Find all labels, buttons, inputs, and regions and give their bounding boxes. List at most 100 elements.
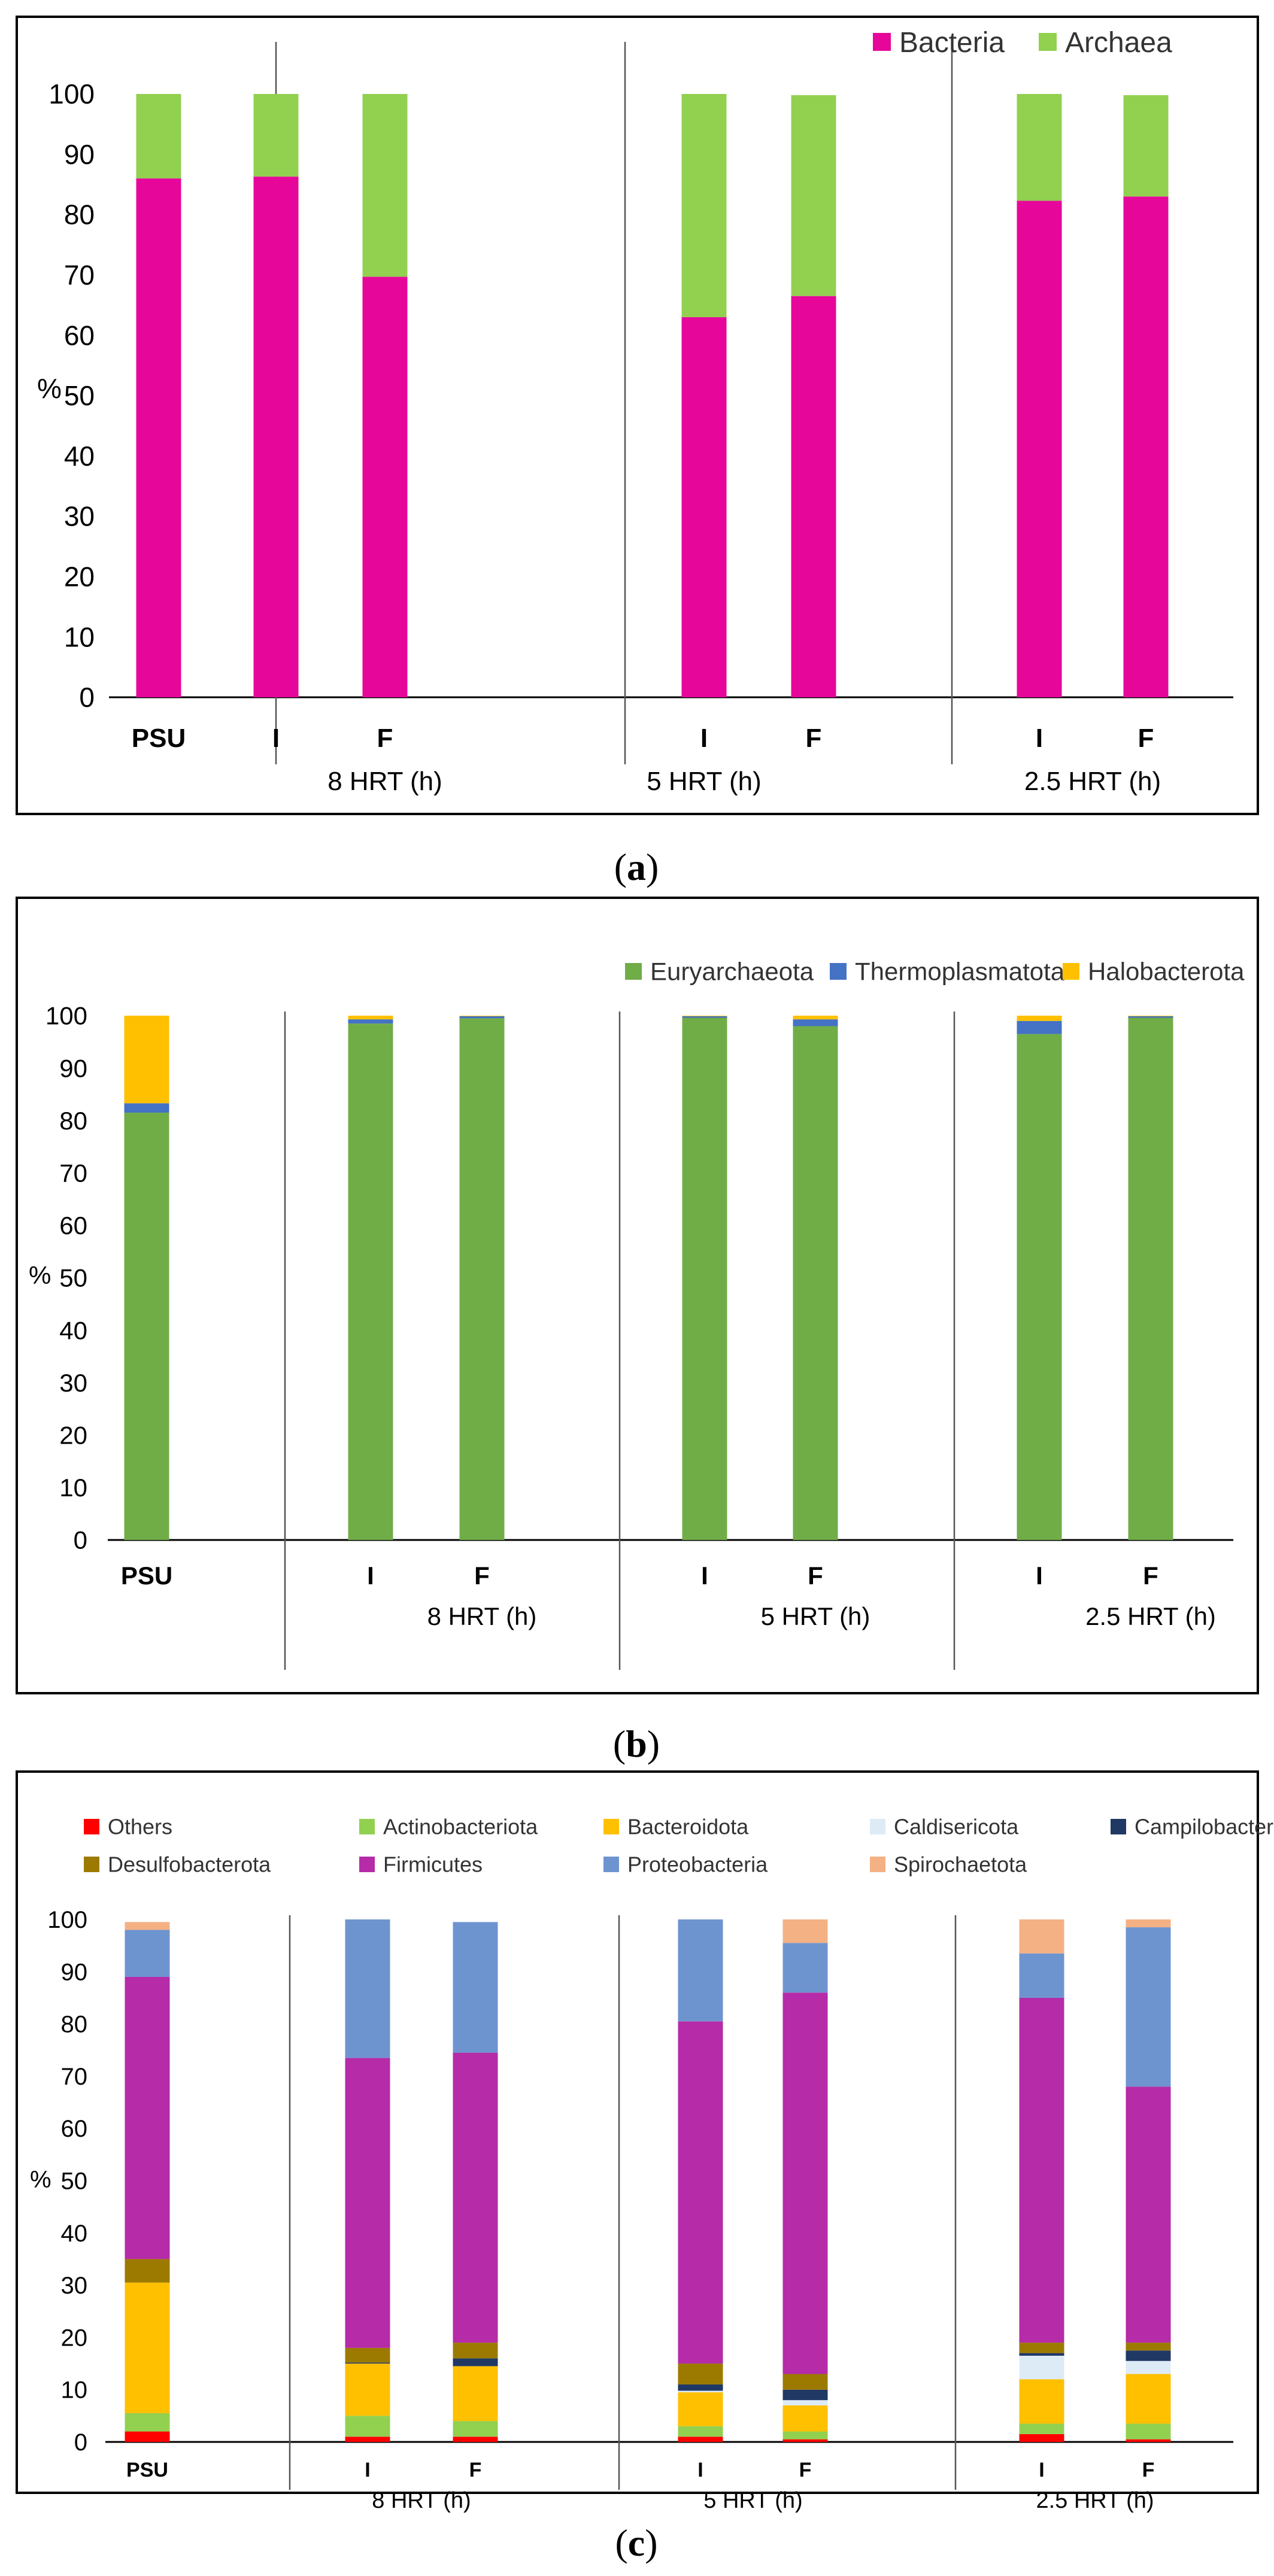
chart-c-legend-label-4: Campilobacterota <box>1135 1815 1274 1839</box>
chart-a-category-label-4: F <box>806 724 822 753</box>
chart-b-ytick-label-3: 30 <box>59 1369 87 1397</box>
chart-c-bar-1-firmicutes <box>345 2058 390 2348</box>
chart-c-bar-6-spirochaetota <box>1126 1919 1171 1928</box>
chart-b-group-label-3: 2.5 HRT (h) <box>1085 1602 1216 1630</box>
chart-a-ytick-label-1: 10 <box>64 621 95 652</box>
chart-c-bar-3-others <box>678 2437 723 2442</box>
chart-c-legend-label-3: Caldisericota <box>894 1815 1019 1839</box>
chart-c-category-label-6: F <box>1142 2459 1155 2481</box>
chart-b: 0 10 20 30 40 50 60 70 80 90 100% PSU I F I F I F 8 HRT (h… <box>29 958 1245 1670</box>
chart-c-ytick-label-10: 100 <box>47 1907 87 1933</box>
chart-c-bar-3-firmicutes <box>678 2021 723 2364</box>
chart-c-ytick-label-5: 50 <box>61 2168 88 2195</box>
chart-c-bar-3-campilobacterota <box>678 2384 723 2391</box>
chart-b-bar-1-thermoplasmatota <box>348 1019 393 1024</box>
chart-c-bar-0-proteobacteria <box>125 1930 170 1977</box>
chart-c-legend-swatch-0 <box>84 1819 99 1834</box>
chart-c-group-label-3: 2.5 HRT (h) <box>1036 2488 1154 2513</box>
chart-c-bar-2-desulfobacterota <box>453 2343 498 2359</box>
chart-b-bar-5-halobacterota <box>1017 1016 1062 1021</box>
chart-b-bar-3-euryarchaeota <box>682 1017 727 1540</box>
chart-c-bar-5-bacteroidota <box>1019 2379 1064 2424</box>
chart-c-bar-4-bacteroidota <box>782 2405 828 2432</box>
chart-c-ytick-label-3: 30 <box>61 2273 88 2299</box>
chart-c-bar-5-actinobacteriota <box>1019 2423 1064 2434</box>
chart-a-bar-6-bacteria <box>1123 196 1169 697</box>
chart-b-legend-swatch-2 <box>1063 963 1079 980</box>
chart-a-bar-6-archaea <box>1123 95 1169 197</box>
chart-b-ytick-label-0: 0 <box>74 1526 87 1554</box>
panel-a-frame <box>16 16 1259 815</box>
chart-a-category-label-1: I <box>272 724 280 753</box>
chart-c-ytick-label-2: 20 <box>61 2325 88 2351</box>
chart-b-bar-6-euryarchaeota <box>1128 1017 1173 1540</box>
chart-c-group-label-1: 8 HRT (h) <box>372 2488 471 2513</box>
chart-c: 0 10 20 30 40 50 60 70 80 90 100% PSU I F I F I F 8 HRT (h… <box>30 1815 1274 2513</box>
chart-c-bar-6-campilobacterota <box>1126 2350 1171 2361</box>
chart-c-bar-6-others <box>1126 2439 1171 2442</box>
chart-b-bar-1-halobacterota <box>348 1016 393 1020</box>
chart-b-bar-6-thermoplasmatota <box>1128 1016 1173 1018</box>
chart-a-bar-3-archaea <box>681 94 727 317</box>
chart-c-bar-2-proteobacteria <box>453 1922 498 2053</box>
chart-c-bar-5-campilobacterota <box>1019 2353 1064 2356</box>
chart-b-bar-0-halobacterota <box>124 1016 169 1104</box>
chart-c-legend-swatch-2 <box>603 1819 619 1834</box>
chart-c-bar-1-actinobacteriota <box>345 2416 390 2437</box>
chart-c-bar-3-bacteroidota <box>678 2392 723 2426</box>
chart-a-legend-swatch-0 <box>873 33 891 51</box>
chart-a-ytick-label-8: 80 <box>64 199 95 230</box>
chart-b-ytick-label-2: 20 <box>59 1421 87 1450</box>
chart-b-bar-5-euryarchaeota <box>1017 1034 1062 1540</box>
chart-a-category-label-0: PSU <box>132 724 186 753</box>
chart-c-bar-1-others <box>345 2437 390 2442</box>
chart-c-bar-3-proteobacteria <box>678 1919 723 2022</box>
chart-c-bar-6-proteobacteria <box>1126 1927 1171 2087</box>
chart-a-category-label-2: F <box>377 724 393 753</box>
chart-c-bar-5-caldisericota <box>1019 2355 1064 2380</box>
chart-a-category-label-3: I <box>700 724 708 753</box>
chart-c-bar-5-desulfobacterota <box>1019 2343 1064 2353</box>
chart-b-bar-2-euryarchaeota <box>459 1018 505 1540</box>
panel-c-caption: (c) <box>615 2522 657 2564</box>
chart-b-ytick-label-7: 70 <box>59 1159 87 1187</box>
chart-b-ytick-label-8: 80 <box>59 1107 87 1135</box>
chart-c-bar-4-others <box>782 2439 828 2442</box>
chart-c-legend-swatch-5 <box>84 1857 99 1872</box>
chart-a-ytick-label-9: 90 <box>64 139 95 170</box>
chart-c-category-label-5: I <box>1039 2459 1044 2481</box>
panel-b-caption: (b) <box>613 1723 660 1765</box>
chart-a-ytick-label-5: 50 <box>64 380 95 411</box>
chart-c-category-label-0: PSU <box>126 2459 168 2481</box>
chart-b-bar-0-thermoplasmatota <box>124 1103 169 1113</box>
chart-c-ylabel: % <box>30 2167 51 2193</box>
chart-c-bar-4-proteobacteria <box>782 1943 828 1993</box>
chart-a-bar-4-bacteria <box>791 296 836 697</box>
chart-a-legend-label-0: Bacteria <box>899 27 1005 59</box>
chart-a-legend-swatch-1 <box>1039 33 1057 51</box>
chart-b-legend-label-1: Thermoplasmatota <box>855 958 1065 986</box>
chart-c-bar-3-caldisericota <box>678 2390 723 2393</box>
chart-c-ytick-label-7: 70 <box>61 2064 88 2090</box>
chart-c-legend-swatch-8 <box>870 1857 885 1872</box>
chart-c-bar-0-desulfobacterota <box>125 2259 170 2283</box>
chart-b-legend-label-0: Euryarchaeota <box>650 958 814 986</box>
chart-a-bar-1-bacteria <box>253 177 299 697</box>
chart-a-category-label-6: F <box>1138 724 1154 753</box>
chart-a-legend-label-1: Archaea <box>1065 27 1172 59</box>
chart-c-bar-2-actinobacteriota <box>453 2421 498 2437</box>
chart-b-legend-swatch-0 <box>625 963 642 980</box>
chart-b-category-label-5: I <box>1036 1562 1043 1590</box>
panel-c-frame <box>16 1770 1259 2494</box>
chart-c-bar-0-bacteroidota <box>125 2282 170 2413</box>
chart-c-legend-label-1: Actinobacteriota <box>383 1815 538 1839</box>
chart-a-ytick-label-2: 20 <box>64 561 95 593</box>
chart-c-ytick-label-8: 80 <box>61 2012 88 2038</box>
chart-c-legend-swatch-4 <box>1111 1819 1126 1834</box>
chart-a-ylabel: % <box>37 373 62 404</box>
chart-c-category-label-2: F <box>469 2459 482 2481</box>
chart-a-ytick-label-10: 100 <box>48 78 95 110</box>
chart-c-bar-2-bacteroidota <box>453 2366 498 2422</box>
chart-c-legend-swatch-6 <box>359 1857 375 1872</box>
